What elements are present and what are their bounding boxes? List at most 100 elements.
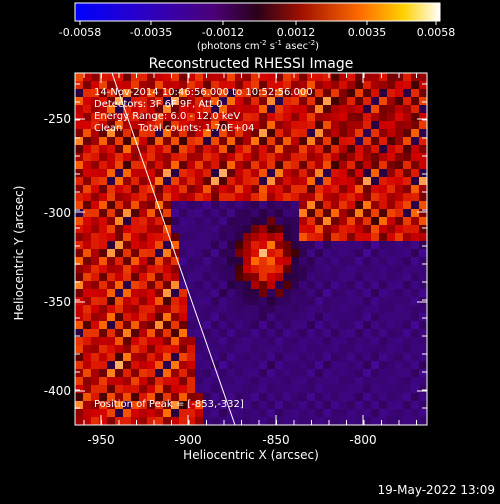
image-pixel [267, 233, 276, 242]
image-pixel [243, 209, 252, 218]
image-pixel [315, 305, 324, 314]
image-pixel [195, 233, 204, 242]
image-pixel [83, 89, 92, 98]
image-pixel [363, 153, 372, 162]
image-pixel [91, 361, 100, 370]
image-pixel [363, 73, 372, 82]
image-pixel [379, 353, 388, 362]
image-pixel [355, 89, 364, 98]
image-pixel [307, 345, 316, 354]
image-pixel [179, 369, 188, 378]
image-pixel [83, 289, 92, 298]
rhessi-image [75, 73, 427, 425]
image-pixel [187, 257, 196, 266]
image-pixel [187, 289, 196, 298]
image-pixel [259, 273, 268, 282]
peak-position-label: Position of Peak = [-853,-332] [94, 399, 244, 410]
image-pixel [147, 217, 156, 226]
image-pixel [331, 265, 340, 274]
image-pixel [275, 353, 284, 362]
image-pixel [251, 209, 260, 218]
image-pixel [267, 177, 276, 186]
image-pixel [99, 313, 108, 322]
image-pixel [107, 289, 116, 298]
image-pixel [187, 369, 196, 378]
image-pixel [355, 153, 364, 162]
image-pixel [219, 161, 228, 170]
image-pixel [115, 129, 124, 138]
image-pixel [339, 105, 348, 114]
image-pixel [283, 97, 292, 106]
image-pixel [139, 257, 148, 266]
image-pixel [123, 121, 132, 130]
image-pixel [131, 129, 140, 138]
image-pixel [163, 329, 172, 338]
image-pixel [219, 297, 228, 306]
image-pixel [211, 385, 220, 394]
image-pixel [419, 185, 427, 194]
image-pixel [251, 193, 260, 202]
image-pixel [115, 169, 124, 178]
image-pixel [363, 321, 372, 330]
image-pixel [107, 321, 116, 330]
image-pixel [123, 201, 132, 210]
image-pixel [275, 273, 284, 282]
image-pixel [395, 393, 404, 402]
image-pixel [251, 369, 260, 378]
image-pixel [267, 289, 276, 298]
image-pixel [315, 337, 324, 346]
image-pixel [331, 193, 340, 202]
image-pixel [275, 249, 284, 258]
image-pixel [187, 409, 196, 418]
image-pixel [251, 129, 260, 138]
image-pixel [243, 289, 252, 298]
image-pixel [91, 153, 100, 162]
image-pixel [403, 73, 412, 82]
image-pixel [395, 137, 404, 146]
image-pixel [339, 273, 348, 282]
image-pixel [155, 153, 164, 162]
image-pixel [107, 297, 116, 306]
image-pixel [243, 305, 252, 314]
image-pixel [107, 257, 116, 266]
image-pixel [131, 113, 140, 122]
image-pixel [139, 265, 148, 274]
image-pixel [243, 385, 252, 394]
image-pixel [139, 401, 148, 410]
image-pixel [171, 401, 180, 410]
image-pixel [315, 113, 324, 122]
image-pixel [107, 89, 116, 98]
image-pixel [171, 321, 180, 330]
image-pixel [219, 265, 228, 274]
image-pixel [171, 257, 180, 266]
image-pixel [131, 393, 140, 402]
image-pixel [179, 145, 188, 154]
image-pixel [355, 145, 364, 154]
image-pixel [163, 281, 172, 290]
image-pixel [115, 273, 124, 282]
image-pixel [219, 313, 228, 322]
image-pixel [147, 137, 156, 146]
image-pixel [75, 329, 84, 338]
image-pixel [179, 345, 188, 354]
image-pixel [171, 129, 180, 138]
image-pixel [291, 337, 300, 346]
image-pixel [339, 81, 348, 90]
image-pixel [115, 81, 124, 90]
image-pixel [139, 345, 148, 354]
image-pixel [75, 353, 84, 362]
image-pixel [243, 329, 252, 338]
image-pixel [227, 393, 236, 402]
image-pixel [219, 377, 228, 386]
image-pixel [363, 217, 372, 226]
image-pixel [315, 169, 324, 178]
image-pixel [75, 249, 84, 258]
image-pixel [387, 361, 396, 370]
image-pixel [195, 241, 204, 250]
image-pixel [107, 273, 116, 282]
image-pixel [267, 321, 276, 330]
image-pixel [387, 353, 396, 362]
image-pixel [227, 281, 236, 290]
image-pixel [139, 113, 148, 122]
image-pixel [147, 113, 156, 122]
